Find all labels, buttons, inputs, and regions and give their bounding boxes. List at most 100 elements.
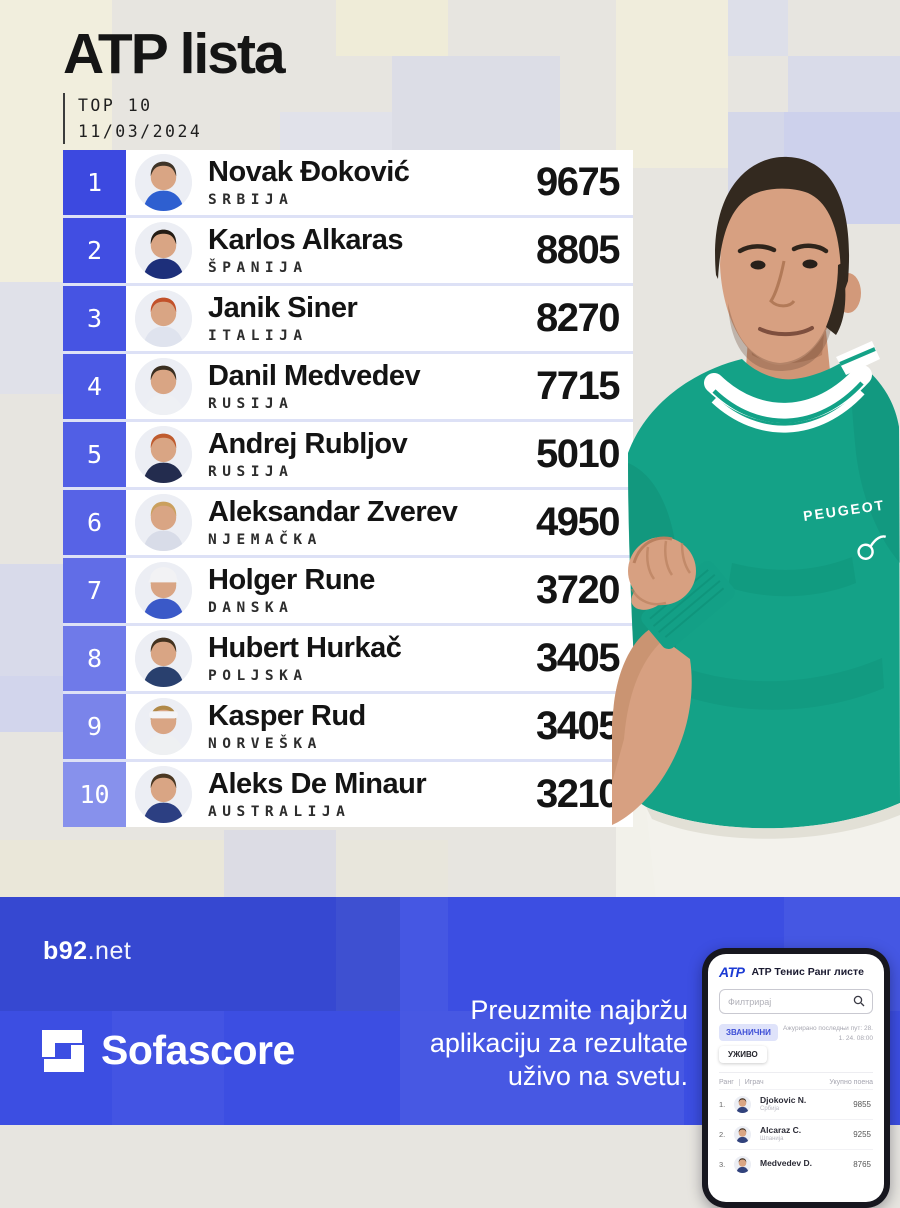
table-row: 7 Holger Rune DANSKA 3720 (63, 558, 633, 623)
phone-table-row[interactable]: 1. Djokovic N. Србија 9855 (719, 1089, 873, 1116)
player-avatar (135, 766, 192, 823)
name-cell: Aleksandar Zverev NJEMAČKA (199, 497, 536, 548)
rank-cell: 6 (63, 490, 128, 555)
bg-square (784, 112, 900, 224)
player-name: Kasper Rud (208, 700, 366, 733)
phone-player-points: 9255 (853, 1129, 871, 1139)
name-cell: Novak Đoković SRBIJA (199, 157, 536, 208)
rank-cell: 5 (63, 422, 128, 487)
photo-cell (128, 562, 199, 619)
search-icon (853, 995, 865, 1007)
photo-cell (128, 154, 199, 211)
name-cell: Holger Rune DANSKA (199, 564, 536, 616)
player-avatar (135, 426, 192, 483)
rank-cell: 9 (63, 694, 128, 759)
player-name: Janik Siner (208, 292, 358, 325)
header-block: ATP lista TOP 10 11/03/2024 (63, 22, 286, 145)
phone-table-row[interactable]: 3. Medvedev D. 8765 (719, 1149, 873, 1176)
player-country: RUSIJA (208, 395, 294, 412)
rank-cell: 4 (63, 354, 128, 419)
player-name: Aleks De Minaur (208, 768, 427, 801)
rank-number: 1 (86, 168, 103, 197)
player-avatar (135, 630, 192, 687)
phone-avatar (734, 1125, 751, 1143)
rank-number: 8 (86, 644, 103, 673)
phone-table-header: Ранг Играч Укупно поена (719, 1072, 873, 1086)
footer-bg-square (336, 897, 448, 1011)
photo-cell (128, 222, 199, 279)
rank-number: 3 (86, 304, 103, 333)
atp-logo: ATP (719, 964, 745, 980)
rank-number: 7 (86, 576, 103, 605)
player-avatar (135, 562, 192, 619)
b92-logo: b92.net (43, 937, 131, 966)
subtitle-top10: TOP 10 (78, 96, 153, 115)
ranking-table: 1 Novak Đoković SRBIJA 9675 2 Karlos Alk… (63, 150, 633, 827)
rank-number: 6 (86, 508, 103, 537)
player-avatar (135, 698, 192, 755)
player-name: Hubert Hurkač (208, 632, 402, 665)
name-cell: Karlos Alkaras ŠPANIJA (199, 225, 536, 276)
player-country: DANSKA (208, 599, 294, 616)
rank-number: 2 (86, 236, 103, 265)
rank-cell: 3 (63, 286, 128, 351)
updated-line: Ажурирано последњи пут: 28. (783, 1025, 873, 1032)
tabs-column: ЗВАНИЧНИ УЖИВО (719, 1022, 778, 1063)
player-points: 3405 (536, 704, 620, 748)
table-row: 2 Karlos Alkaras ŠPANIJA 8805 (63, 218, 633, 283)
name-cell: Hubert Hurkač POLJSKA (199, 632, 536, 684)
footer-bg-square (0, 897, 400, 1011)
player-points: 3720 (536, 568, 620, 612)
bg-square (224, 830, 336, 897)
player-points: 3210 (536, 772, 620, 816)
bg-square (616, 728, 900, 898)
rank-number: 5 (86, 440, 103, 469)
search-box (719, 989, 873, 1014)
page-title: ATP lista (63, 22, 286, 86)
phone-name-cell: Djokovic N. Србија (760, 1095, 849, 1111)
player-avatar (135, 154, 192, 211)
app-header: ATP ATP Тенис Ранг листе (719, 964, 873, 980)
tagline-line: uživo na svetu. (507, 1061, 688, 1092)
phone-name-cell: Alcaraz C. Шпанија (760, 1125, 849, 1142)
rank-cell: 7 (63, 558, 128, 623)
player-name: Danil Medvedev (208, 360, 421, 393)
photo-cell (128, 358, 199, 415)
tab-live[interactable]: УЖИВО (719, 1046, 767, 1063)
player-points: 4950 (536, 500, 620, 544)
app-tagline: Preuzmite najbržu aplikaciju za rezultat… (430, 994, 688, 1094)
player-name: Holger Rune (208, 564, 375, 597)
tagline-line: aplikaciju za rezultate (429, 1028, 688, 1059)
table-row: 10 Aleks De Minaur AUSTRALIJA 3210 (63, 762, 633, 827)
name-cell: Janik Siner ITALIJA (199, 292, 536, 344)
rank-number: 10 (79, 780, 110, 809)
photo-cell (128, 766, 199, 823)
rank-number: 9 (86, 712, 103, 741)
bg-square (392, 56, 560, 168)
phone-player-points: 9855 (853, 1099, 871, 1109)
tab-official[interactable]: ЗВАНИЧНИ (719, 1024, 778, 1041)
player-country: RUSIJA (208, 463, 294, 480)
table-row: 6 Aleksandar Zverev NJEMAČKA 4950 (63, 490, 633, 555)
phone-player-points: 8765 (853, 1159, 871, 1169)
search-input[interactable] (719, 989, 873, 1014)
phone-player-name: Medvedev D. (760, 1158, 812, 1169)
phone-player-country: Шпанија (760, 1135, 784, 1142)
phone-avatar (734, 1095, 751, 1113)
player-avatar (135, 358, 192, 415)
subtitle-date: 11/03/2024 (78, 121, 203, 141)
player-points: 3405 (536, 636, 620, 680)
photo-cell (128, 698, 199, 755)
player-avatar (135, 494, 192, 551)
phone-table-row[interactable]: 2. Alcaraz C. Шпанија 9255 (719, 1119, 873, 1146)
phone-rank: 1. (719, 1099, 726, 1109)
rank-cell: 2 (63, 218, 128, 283)
name-cell: Andrej Rubljov RUSIJA (199, 428, 536, 480)
player-points: 9675 (536, 160, 620, 204)
footer-bg-square (112, 1011, 224, 1125)
table-row: 1 Novak Đoković SRBIJA 9675 (63, 150, 633, 215)
sleeve-brand-text: PEUGEOT (802, 497, 886, 524)
player-points: 7715 (536, 364, 620, 408)
player-name: Andrej Rubljov (208, 428, 408, 461)
phone-player-name: Djokovic N. (760, 1095, 807, 1106)
